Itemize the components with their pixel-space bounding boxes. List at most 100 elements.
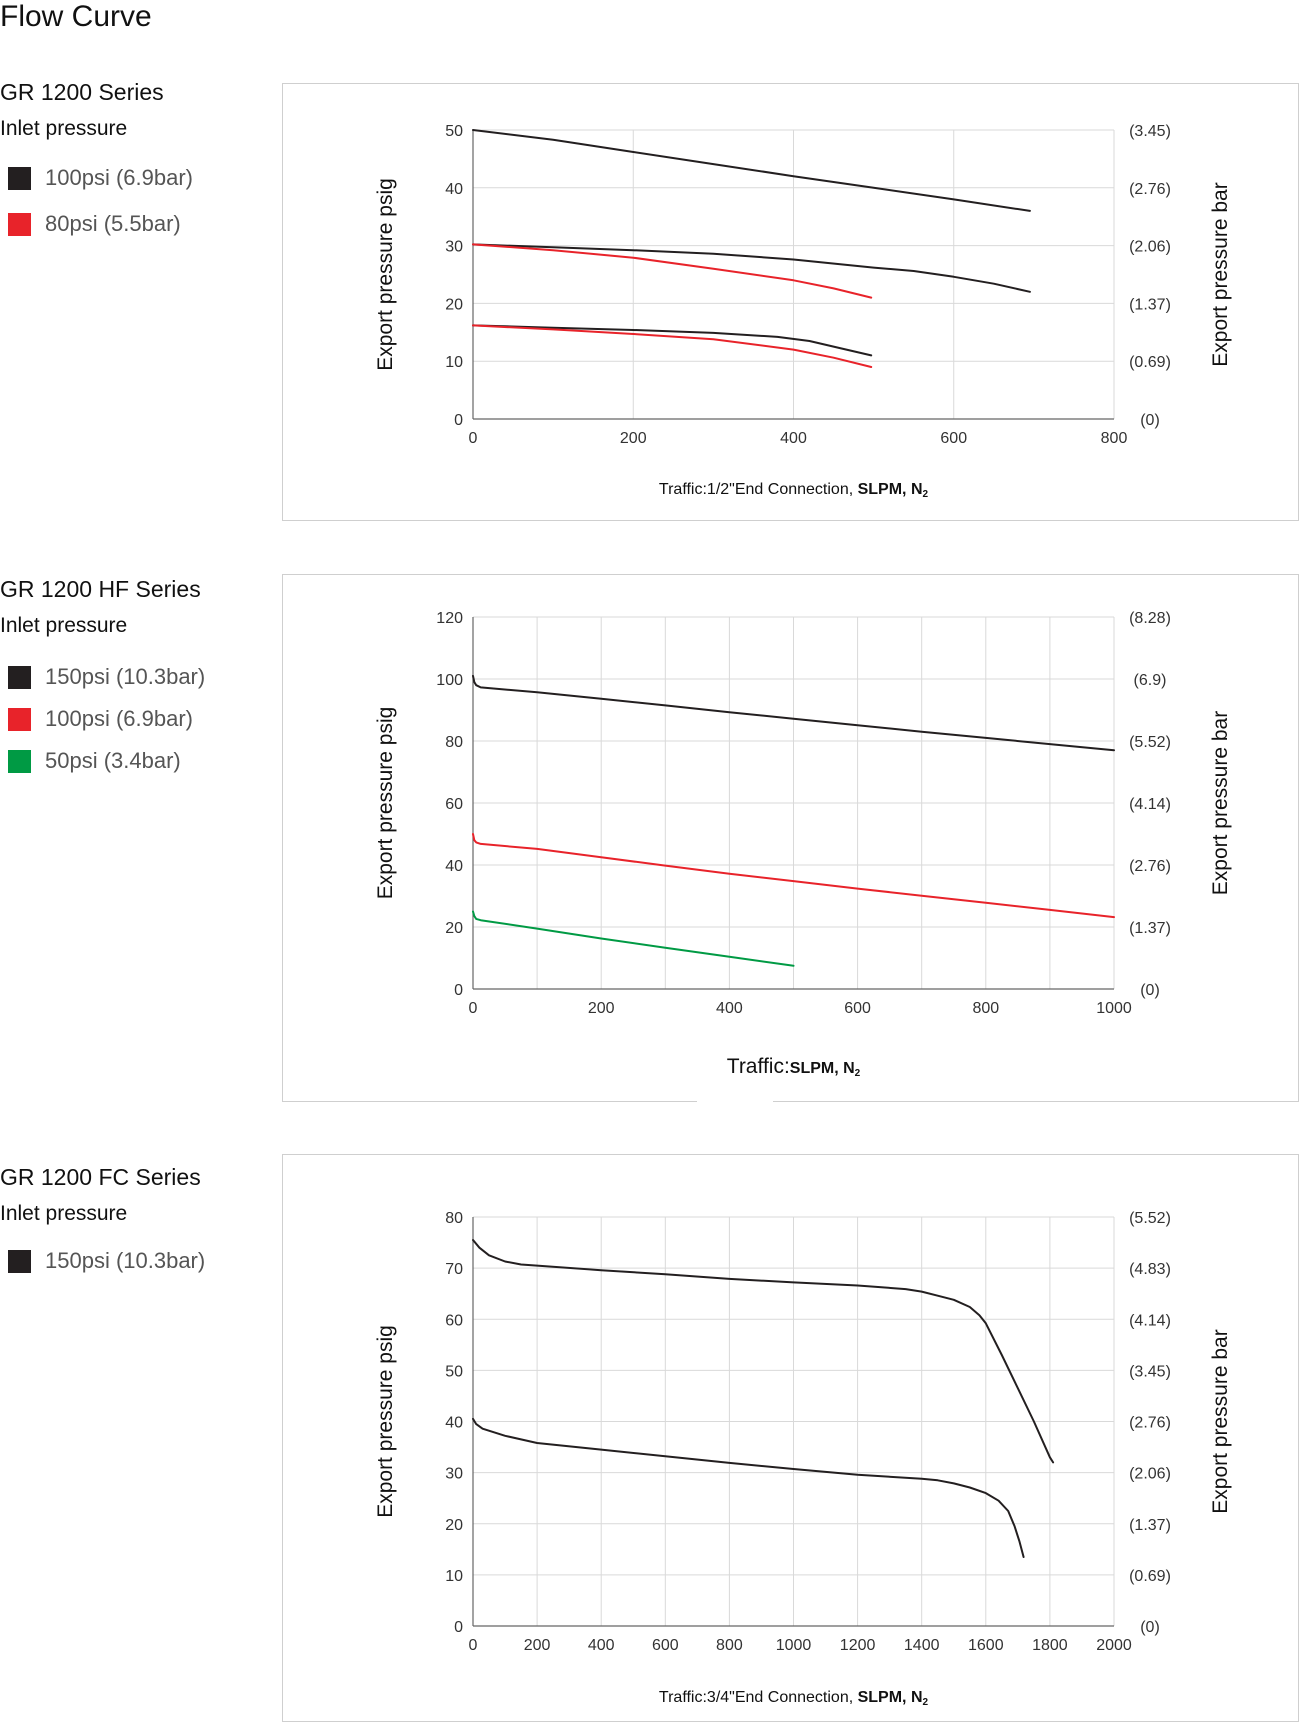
y-tick-label: 40 bbox=[445, 181, 463, 198]
x-tick-label: 800 bbox=[972, 1000, 999, 1017]
chart-panel-gr1200hf: 0 200 400 600 800 1000 0 20 40 60 80 100 120 (0) (1.37… bbox=[282, 574, 1299, 1102]
inlet-pressure-label: Inlet pressure bbox=[0, 117, 128, 140]
x-axis-title: Traffic:SLPM, N2 bbox=[727, 1055, 861, 1079]
y2-tick-label: (8.28) bbox=[1129, 610, 1171, 627]
legend-swatch-red bbox=[8, 213, 31, 236]
series-line-3 bbox=[472, 910, 795, 967]
y2-axis-title: Export pressure bar bbox=[1209, 711, 1232, 895]
y-tick-label: 80 bbox=[445, 734, 463, 751]
legend-swatch-green bbox=[8, 750, 31, 773]
x-tick-label: 0 bbox=[469, 1000, 478, 1017]
y-tick-label: 120 bbox=[436, 610, 463, 627]
x-tick-label: 800 bbox=[716, 1637, 743, 1654]
chart-gr1200: 0 200 400 600 800 0 10 20 30 40 50 (0) (0.69) (1.37) (… bbox=[374, 123, 1232, 500]
x-tick-label: 1200 bbox=[840, 1637, 876, 1654]
chart-gr1200fc: 0 200 400 600 800 1000 1200 1400 1600 1800 2000 0 10… bbox=[374, 1210, 1232, 1708]
x-tick-label: 0 bbox=[469, 1637, 478, 1654]
y-tick-label: 50 bbox=[445, 123, 463, 140]
y2-tick-label: (6.9) bbox=[1134, 672, 1167, 689]
x-tick-label: 1600 bbox=[968, 1637, 1004, 1654]
y2-tick-label: (0.69) bbox=[1129, 1568, 1171, 1585]
series-title: GR 1200 HF Series bbox=[0, 576, 201, 602]
y-axis-title: Export pressure psig bbox=[374, 707, 397, 900]
y2-tick-label: (3.45) bbox=[1129, 123, 1171, 140]
x-tick-label: 1000 bbox=[1096, 1000, 1132, 1017]
y-tick-label: 0 bbox=[454, 1619, 463, 1636]
panel-border-gap bbox=[697, 1100, 773, 1106]
section-gr1200fc: GR 1200 FC Series Inlet pressure 150psi … bbox=[0, 1163, 1300, 1563]
y2-tick-label: (4.14) bbox=[1129, 1312, 1171, 1329]
x-tick-label: 400 bbox=[588, 1637, 615, 1654]
series-line-2 bbox=[472, 243, 1031, 293]
chart-gr1200hf: 0 200 400 600 800 1000 0 20 40 60 80 100 120 (0) (1.37… bbox=[374, 610, 1232, 1079]
y-tick-label: 40 bbox=[445, 858, 463, 875]
legend-label: 150psi (10.3bar) bbox=[45, 1248, 206, 1273]
y2-tick-label: (1.37) bbox=[1129, 1517, 1171, 1534]
y-tick-label: 30 bbox=[445, 239, 463, 256]
series-line-1 bbox=[472, 674, 1115, 752]
series-title: GR 1200 Series bbox=[0, 79, 164, 105]
y-tick-label: 30 bbox=[445, 1466, 463, 1483]
legend-label: 80psi (5.5bar) bbox=[45, 211, 181, 236]
y2-tick-label: (2.06) bbox=[1129, 239, 1171, 256]
y-tick-label: 0 bbox=[454, 982, 463, 999]
x-tick-label: 600 bbox=[844, 1000, 871, 1017]
y-tick-label: 10 bbox=[445, 354, 463, 371]
x-axis-title: Traffic:3/4"End Connection, SLPM, N2 bbox=[659, 1689, 929, 1708]
y2-axis-title: Export pressure bar bbox=[1209, 1329, 1232, 1513]
legend-label: 100psi (6.9bar) bbox=[45, 165, 193, 190]
section-gr1200: GR 1200 Series Inlet pressure 100psi (6.… bbox=[0, 78, 1300, 478]
legend-label: 100psi (6.9bar) bbox=[45, 706, 193, 731]
y2-tick-label: (2.76) bbox=[1129, 858, 1171, 875]
x-tick-label: 400 bbox=[780, 430, 807, 447]
y2-tick-label: (2.76) bbox=[1129, 1415, 1171, 1432]
legend-label: 50psi (3.4bar) bbox=[45, 748, 181, 773]
x-tick-label: 200 bbox=[620, 430, 647, 447]
x-tick-label: 1800 bbox=[1032, 1637, 1068, 1654]
y2-tick-label: (0.69) bbox=[1129, 354, 1171, 371]
y-tick-label: 40 bbox=[445, 1415, 463, 1432]
y-tick-label: 60 bbox=[445, 796, 463, 813]
y-tick-label: 60 bbox=[445, 1312, 463, 1329]
y-axis-title: Export pressure psig bbox=[374, 1325, 397, 1518]
series-title: GR 1200 FC Series bbox=[0, 1164, 201, 1190]
x-tick-label: 200 bbox=[524, 1637, 551, 1654]
x-tick-label: 200 bbox=[588, 1000, 615, 1017]
series-line-1 bbox=[472, 1239, 1055, 1464]
x-tick-label: 800 bbox=[1101, 430, 1128, 447]
y-tick-label: 70 bbox=[445, 1261, 463, 1278]
x-tick-label: 600 bbox=[940, 430, 967, 447]
y-tick-label: 0 bbox=[454, 412, 463, 429]
y2-tick-label: (0) bbox=[1140, 412, 1160, 429]
y2-tick-label: (4.83) bbox=[1129, 1261, 1171, 1278]
y2-tick-label: (3.45) bbox=[1129, 1363, 1171, 1380]
x-tick-label: 1000 bbox=[776, 1637, 812, 1654]
legend-label: 150psi (10.3bar) bbox=[45, 664, 206, 689]
section-gr1200hf: GR 1200 HF Series Inlet pressure 150psi … bbox=[0, 575, 1300, 975]
legend-swatch-black bbox=[8, 666, 31, 689]
series-line-4 bbox=[472, 324, 873, 357]
x-axis-title: Traffic:1/2"End Connection, SLPM, N2 bbox=[659, 481, 929, 500]
y-tick-label: 20 bbox=[445, 1517, 463, 1534]
inlet-pressure-label: Inlet pressure bbox=[0, 1202, 128, 1225]
y-tick-label: 20 bbox=[445, 296, 463, 313]
y-tick-label: 80 bbox=[445, 1210, 463, 1227]
series-line-1 bbox=[472, 129, 1031, 212]
inlet-pressure-label: Inlet pressure bbox=[0, 614, 128, 637]
series-line-5 bbox=[472, 324, 873, 368]
y2-tick-label: (2.06) bbox=[1129, 1466, 1171, 1483]
y2-tick-label: (2.76) bbox=[1129, 181, 1171, 198]
x-tick-label: 400 bbox=[716, 1000, 743, 1017]
x-tick-label: 1400 bbox=[904, 1637, 940, 1654]
y-axis-title: Export pressure psig bbox=[374, 178, 397, 371]
y2-tick-label: (0) bbox=[1140, 982, 1160, 999]
y2-tick-label: (1.37) bbox=[1129, 296, 1171, 313]
page-title: Flow Curve bbox=[0, 0, 152, 33]
series-line-2 bbox=[472, 1417, 1025, 1558]
legend-swatch-red bbox=[8, 708, 31, 731]
legend-swatch-black bbox=[8, 167, 31, 190]
y-tick-label: 10 bbox=[445, 1568, 463, 1585]
legend-swatch-black bbox=[8, 1250, 31, 1273]
chart-panel-gr1200fc: 0 200 400 600 800 1000 1200 1400 1600 1800 2000 0 10… bbox=[282, 1154, 1299, 1722]
y2-tick-label: (1.37) bbox=[1129, 920, 1171, 937]
